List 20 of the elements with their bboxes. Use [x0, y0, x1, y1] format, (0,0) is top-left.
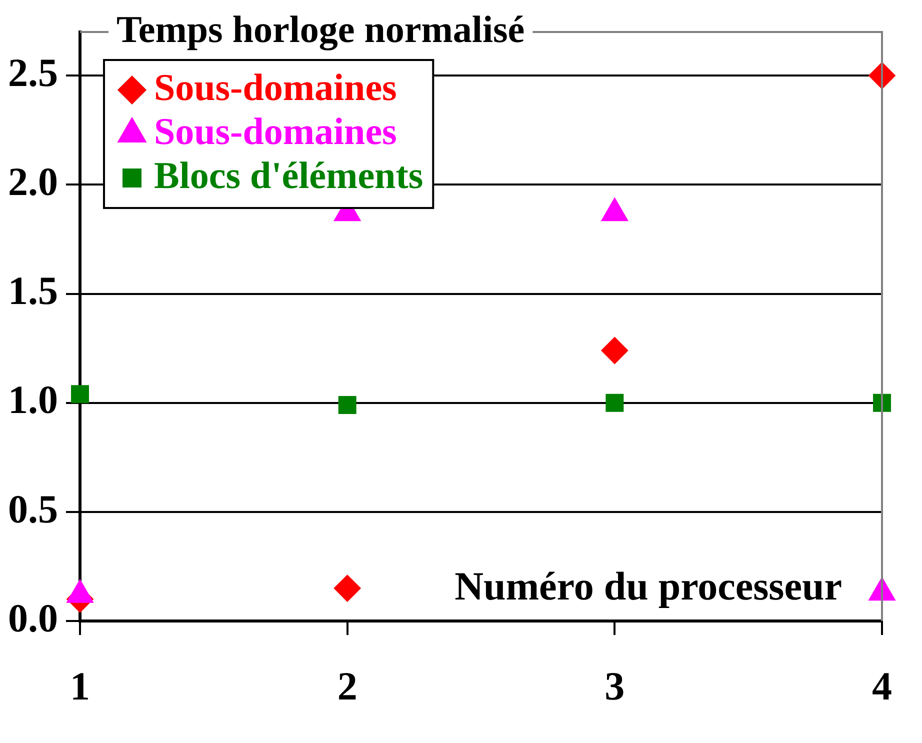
point [338, 396, 356, 414]
legend-label: Blocs d'éléments [154, 154, 424, 197]
x-tick-label: 4 [872, 663, 892, 708]
x-tick-label: 1 [70, 663, 90, 708]
y-tick-label: 0.0 [8, 595, 58, 640]
point [334, 574, 361, 602]
point [601, 336, 628, 364]
point [71, 385, 89, 404]
y-tick-label: 1.0 [8, 377, 58, 422]
y-tick-label: 0.5 [8, 486, 58, 532]
x-axis-title: Numéro du processeur [454, 563, 842, 608]
y-tick-label: 1.5 [8, 268, 58, 314]
legend-label: Sous-domaines [154, 110, 397, 153]
y-tick-label: 2.5 [8, 50, 58, 95]
y-tick-label: 2.0 [8, 159, 58, 204]
x-tick-label: 2 [337, 663, 358, 708]
chart-title: Temps horloge normalisé [116, 8, 525, 51]
x-tick-label: 3 [604, 663, 625, 708]
point [606, 394, 624, 412]
legend-label: Sous-domaines [154, 66, 397, 109]
